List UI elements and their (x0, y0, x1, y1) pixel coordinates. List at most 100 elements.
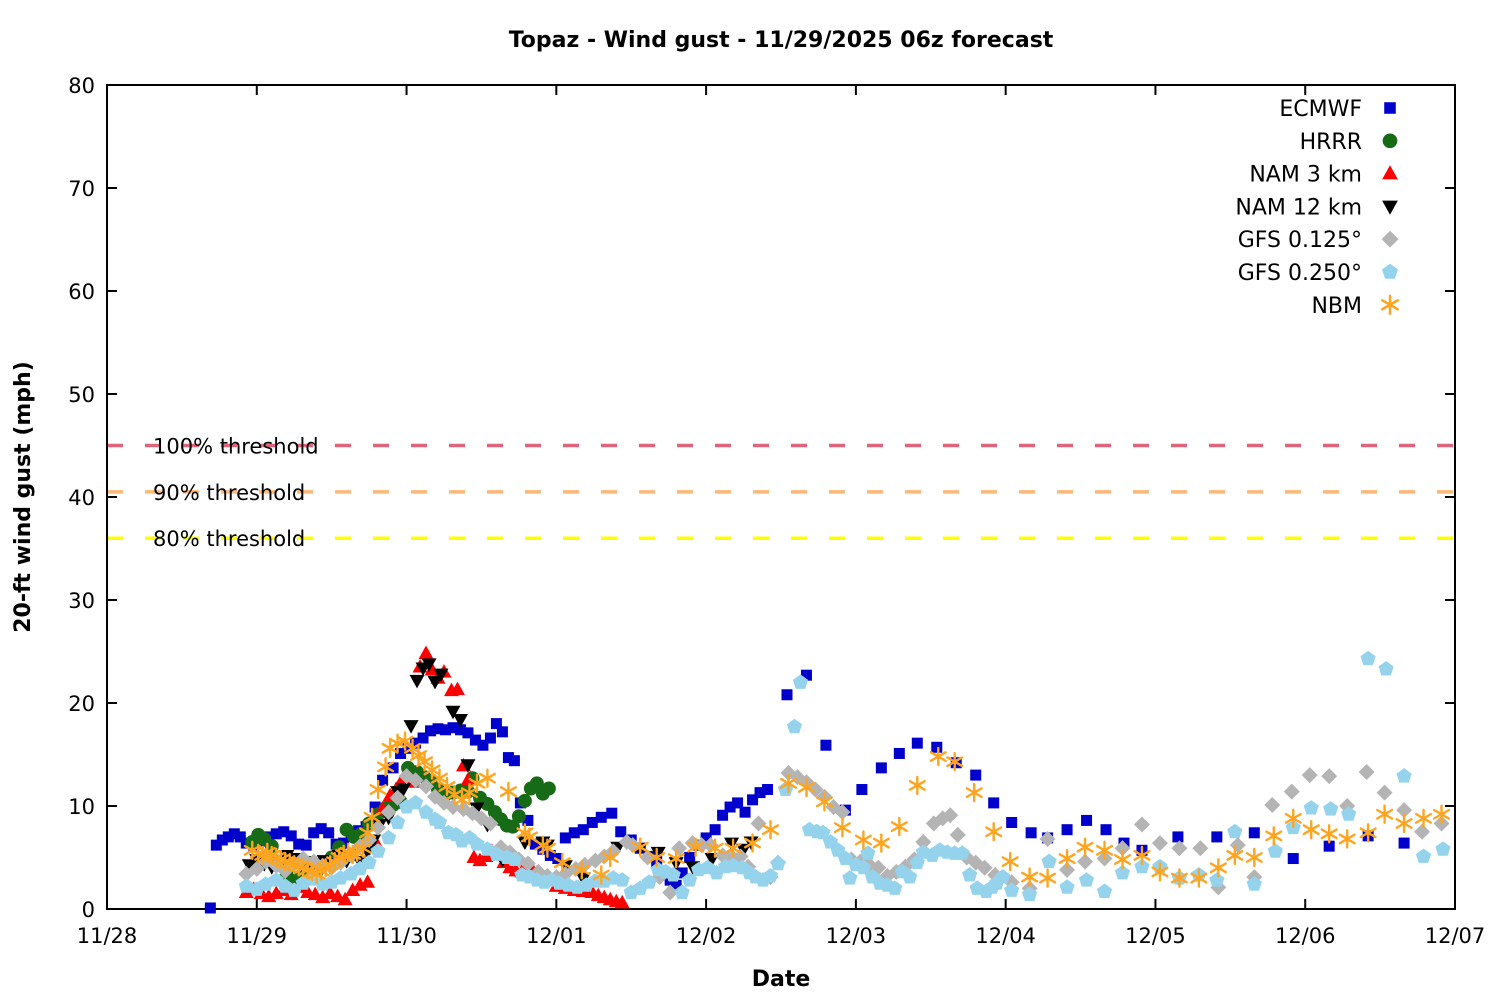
data-point (1059, 861, 1076, 878)
data-point (553, 852, 571, 873)
data-point (1209, 872, 1225, 887)
data-point (908, 775, 926, 796)
data-point (631, 837, 649, 857)
data-point (407, 772, 424, 789)
data-point (216, 834, 228, 846)
data-point (586, 816, 598, 828)
data-point (954, 845, 970, 860)
data-point (380, 804, 397, 821)
data-point (1039, 868, 1057, 888)
data-point (837, 850, 853, 865)
data-point (842, 870, 858, 885)
data-point (724, 801, 736, 813)
legend-label: NBM (1311, 294, 1362, 319)
data-point (665, 867, 681, 882)
data-point (369, 801, 381, 813)
data-point (1382, 165, 1398, 180)
data-point (1432, 804, 1451, 824)
data-point (460, 759, 476, 773)
data-point (1301, 767, 1318, 784)
data-point (511, 809, 526, 824)
data-point (1320, 824, 1338, 844)
data-point (477, 739, 489, 751)
data-point (417, 732, 429, 744)
data-point (1382, 133, 1398, 149)
data-point (445, 705, 461, 720)
data-point (1004, 882, 1020, 897)
data-point (1287, 853, 1299, 865)
data-point (786, 718, 803, 734)
legend: ECMWF HRRR NAM 3 km NAM 12 km GFS 0.125° GFS … (1235, 97, 1399, 319)
data-point (361, 854, 377, 870)
x-tick-label: 11/29 (227, 924, 288, 948)
data-point (396, 782, 412, 797)
data-point (1384, 102, 1396, 114)
data-point (1378, 661, 1394, 676)
data-point (432, 723, 444, 735)
data-point (700, 832, 712, 844)
data-point (779, 773, 798, 794)
data-point (1435, 841, 1451, 856)
data-point (743, 833, 762, 853)
data-point (395, 747, 407, 759)
data-point (800, 669, 812, 681)
data-point (248, 860, 265, 877)
data-point (614, 872, 630, 887)
data-point (614, 894, 630, 909)
data-point (1227, 823, 1243, 839)
data-point (1395, 813, 1413, 834)
data-point (1076, 837, 1094, 857)
data-point (568, 827, 580, 839)
data-point (270, 828, 282, 840)
data-point (506, 851, 522, 866)
data-point (519, 855, 536, 872)
data-point (228, 828, 240, 840)
data-point (606, 807, 618, 819)
legend-label: ECMWF (1279, 97, 1362, 122)
data-point (529, 776, 544, 791)
data-point (976, 859, 993, 876)
data-point (1133, 816, 1150, 833)
data-point (985, 822, 1003, 842)
data-point (482, 815, 499, 832)
threshold-label: 90% threshold (153, 481, 305, 505)
data-point (377, 757, 395, 777)
data-point (1381, 294, 1399, 315)
data-point (1338, 829, 1356, 849)
data-point (360, 874, 376, 888)
data-point (815, 792, 833, 812)
data-point (1415, 848, 1432, 863)
data-point (1151, 862, 1169, 882)
data-point (1061, 824, 1073, 836)
data-point (739, 806, 751, 818)
x-tick-label: 12/04 (975, 924, 1036, 948)
data-point (390, 814, 406, 829)
data-point (724, 837, 740, 852)
data-point (595, 811, 607, 823)
data-point (370, 843, 386, 858)
data-point (1382, 200, 1398, 215)
y-tick-label: 10 (68, 795, 95, 819)
data-point (1246, 876, 1262, 891)
data-point (1396, 768, 1412, 783)
data-point (396, 731, 414, 751)
data-point (1021, 867, 1039, 887)
data-point (1398, 837, 1410, 849)
data-point (965, 782, 983, 803)
data-point (1302, 819, 1320, 840)
data-point (439, 724, 451, 736)
data-point (418, 804, 434, 819)
data-point (1381, 230, 1399, 248)
data-point (833, 817, 851, 838)
data-point (484, 732, 496, 744)
data-point (942, 807, 959, 824)
data-point (754, 787, 766, 799)
data-point (1134, 858, 1150, 874)
data-point (687, 837, 705, 857)
data-point (988, 797, 1000, 809)
x-tick-label: 12/05 (1125, 924, 1186, 948)
data-point (970, 769, 982, 781)
data-point (559, 832, 571, 844)
data-point (418, 778, 435, 795)
